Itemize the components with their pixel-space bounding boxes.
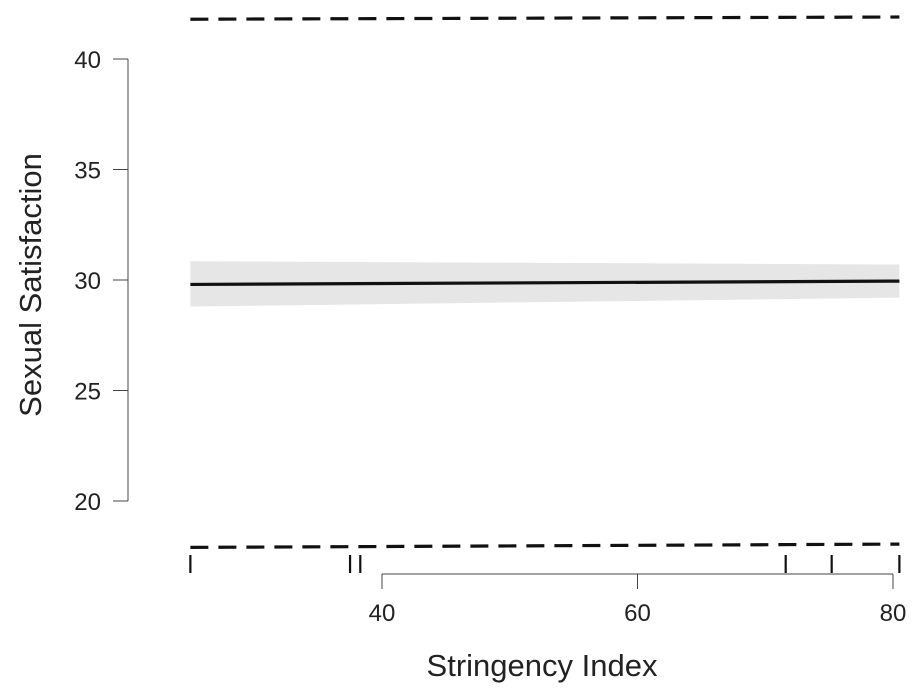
y-axis: 20 25 30 35 40: [74, 47, 129, 516]
x-tick-label-40: 40: [369, 600, 396, 627]
y-tick-label-30: 30: [74, 268, 101, 295]
y-tick-label-35: 35: [74, 158, 101, 185]
rug-layer: [189, 555, 901, 573]
fit-line: [190, 279, 900, 287]
x-axis: 40 60 80: [369, 573, 907, 627]
y-tick-label-40: 40: [74, 47, 101, 74]
fit-line-layer: [190, 279, 900, 287]
y-axis-label: Sexual Satisfaction: [13, 153, 48, 417]
y-tick-label-25: 25: [74, 379, 101, 406]
prediction-interval-upper: [190, 15, 900, 21]
prediction-interval-layer: [190, 15, 900, 550]
prediction-interval-lower: [190, 542, 900, 550]
y-tick-label-20: 20: [74, 489, 101, 516]
x-tick-label-80: 80: [880, 600, 907, 627]
x-tick-label-60: 60: [624, 600, 651, 627]
x-axis-label: Stringency Index: [427, 648, 658, 683]
